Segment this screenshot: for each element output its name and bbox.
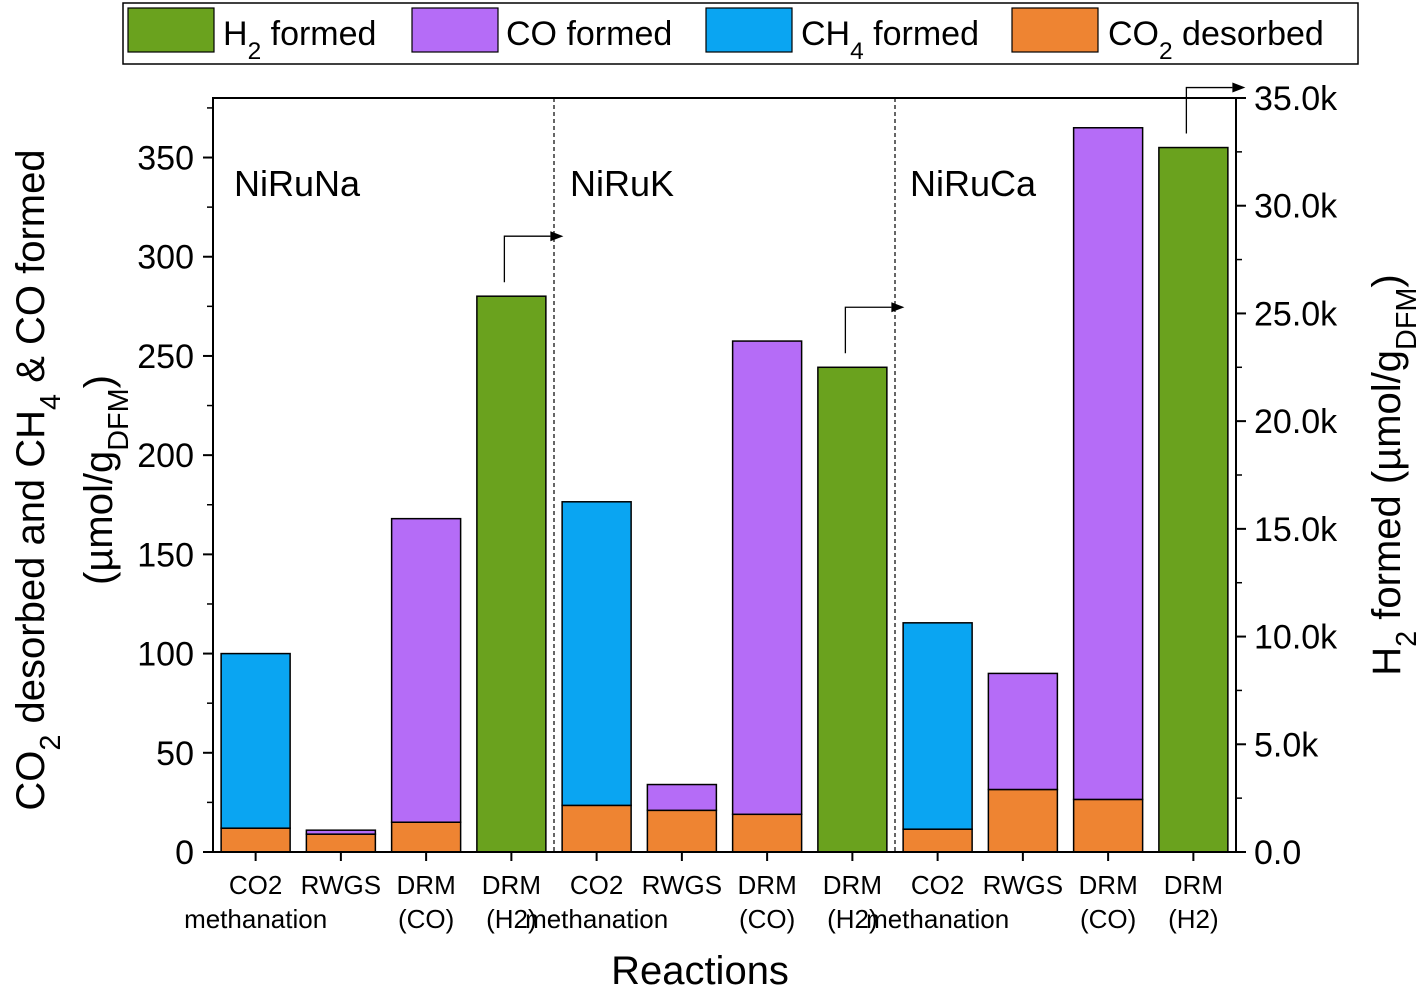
bar-ch4-8 [902,622,973,830]
legend: H2 formed CO formed CH4 formed CO2 desorbed [122,2,1359,65]
x-tick-label: DRM [1164,870,1223,900]
x-tick-label: CO2 [229,870,282,900]
right-tick-label: 25.0k [1254,295,1338,333]
bar-co-9 [987,672,1059,791]
bar-co-10 [1072,127,1144,801]
bar-co2-2 [390,821,462,853]
x-tick-label: RWGS [642,870,722,900]
bar-co-6 [731,340,803,816]
bar-h2-11 [1158,146,1229,853]
x-tick-label: DRM [823,870,882,900]
x-tick-label: RWGS [301,870,381,900]
left-tick-label: 150 [137,536,194,574]
x-tick-label: CO2 [911,870,964,900]
group-label-NiRuNa: NiRuNa [234,163,361,204]
right-axis-arrow [1185,86,1233,134]
legend-label-h2: H2 formed [223,15,376,65]
x-axis-title: Reactions [611,949,789,992]
x-tick-label: DRM [738,870,797,900]
bar-co2-8 [902,828,973,853]
bar-ch4-4 [561,501,632,807]
left-tick-label: 200 [137,437,194,475]
x-tick-label-line2: methanation [866,904,1009,934]
bar-co2-0 [220,827,291,853]
x-tick-label: CO2 [570,870,623,900]
right-tick-label: 15.0k [1254,511,1338,549]
x-tick-label: DRM [397,870,456,900]
left-tick-label: 300 [137,239,194,277]
bar-co2-4 [561,804,632,853]
bar-co2-9 [987,788,1059,853]
bar-ch4-0 [220,652,291,829]
right-tick-label: 5.0k [1254,726,1319,764]
right-tick-label: 10.0k [1254,619,1338,657]
legend-swatch-co [411,7,499,53]
x-tick-label-line2: (CO) [739,904,795,934]
legend-swatch-h2 [127,7,215,53]
left-axis-title-line1: CO2 desorbed and CH4 & CO formed [9,149,67,810]
bar-co-5 [646,783,718,812]
legend-label-co: CO formed [506,15,672,53]
x-tick-label: DRM [1079,870,1138,900]
left-tick-label: 0 [175,834,194,872]
x-tick-label: DRM [482,870,541,900]
legend-swatch-ch4 [705,7,793,53]
bar-co2-6 [731,813,803,853]
right-axis-arrowhead [891,302,905,313]
legend-label-co2: CO2 desorbed [1108,15,1324,65]
left-tick-label: 250 [137,338,194,376]
x-tick-label-line2: (H2) [486,904,537,934]
bars [220,127,1229,853]
right-axis-arrowhead [1232,82,1246,93]
left-tick-label: 50 [156,735,194,773]
right-axis-title: H2 formed (µmol/gDFM) [1365,274,1422,676]
bar-h2-7 [817,366,888,853]
bar-h2-3 [476,295,547,853]
group-label-NiRuCa: NiRuCa [910,163,1037,204]
x-tick-label-line2: methanation [525,904,668,934]
right-tick-label: 30.0k [1254,188,1338,226]
x-tick-label-line2: (H2) [1168,904,1219,934]
legend-swatch-co2 [1011,7,1099,53]
right-axis-arrowhead [550,231,564,242]
left-tick-label: 350 [137,140,194,178]
bar-co-1 [305,829,377,835]
bar-co2-10 [1072,798,1144,853]
right-axis-arrow [503,235,551,283]
x-tick-label-line2: (CO) [398,904,454,934]
x-tick-label: RWGS [983,870,1063,900]
group-label-NiRuK: NiRuK [570,163,674,204]
x-tick-label-line2: (CO) [1080,904,1136,934]
right-axis-arrow [844,306,892,354]
bar-co2-5 [646,809,718,853]
bar-co2-1 [305,833,377,853]
right-tick-label: 20.0k [1254,403,1338,441]
left-tick-label: 100 [137,636,194,674]
legend-label-ch4: CH4 formed [801,15,979,65]
left-axis-title-line2: (µmol/gDFM) [77,375,135,585]
bar-co-2 [390,517,462,823]
right-tick-label: 35.0k [1254,80,1338,118]
x-tick-label-line2: methanation [184,904,327,934]
x-tick-label-line2: (H2) [827,904,878,934]
right-tick-label: 0.0 [1254,834,1301,872]
